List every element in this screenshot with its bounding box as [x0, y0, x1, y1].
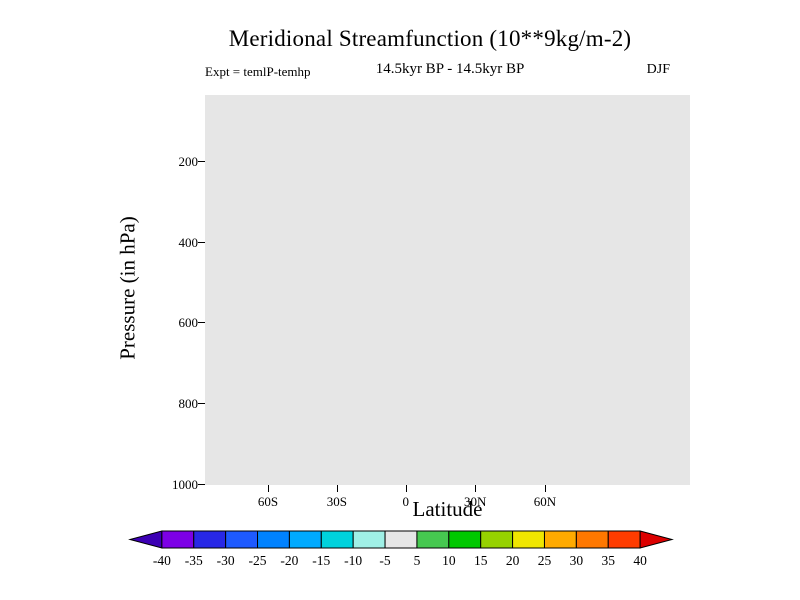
- colorbar-segment: [480, 530, 514, 549]
- colorbar-tick-label: -35: [185, 553, 203, 568]
- x-tick-label: 30N: [463, 494, 487, 509]
- colorbar-tick-label: 30: [570, 553, 584, 568]
- x-tick-label: 60N: [533, 494, 557, 509]
- colorbar-segment: [543, 530, 577, 549]
- colorbar-segment: [161, 530, 195, 549]
- colorbar-tick-label: -30: [217, 553, 235, 568]
- colorbar-segment: [639, 530, 674, 549]
- y-tick-mark: [198, 241, 205, 243]
- colorbar: -40 -35 -30 -25 -20 -15 -10 -5 5 10 15 20 25 30 35 40: [128, 530, 674, 568]
- y-axis-title: Pressure (in hPa): [115, 216, 140, 360]
- colorbar-tick-label: 40: [633, 553, 647, 568]
- y-tick-label: 200: [178, 154, 199, 170]
- colorbar-segment: [320, 530, 354, 549]
- x-tick-label: 30S: [326, 494, 348, 509]
- colorbar-segment: [257, 530, 290, 549]
- colorbar-segment: [607, 530, 641, 549]
- plot-area: [205, 95, 690, 485]
- x-tick-label: 0: [402, 494, 410, 509]
- colorbar-tick-label: -40: [153, 553, 171, 568]
- y-tick-label: 400: [178, 234, 199, 250]
- y-tick-mark: [198, 322, 205, 324]
- x-tick-mark: [544, 485, 546, 492]
- chart-title: Meridional Streamfunction (10**9kg/m-2): [228, 26, 632, 51]
- colorbar-segment: [448, 530, 482, 549]
- y-tick-mark: [198, 161, 205, 163]
- y-tick-label: 800: [178, 395, 199, 411]
- colorbar-segment: [193, 530, 227, 549]
- colorbar-tick-label: 5: [414, 553, 421, 568]
- colorbar-tick-label: 25: [538, 553, 552, 568]
- y-tick-mark: [198, 402, 205, 404]
- colorbar-segment: [352, 530, 386, 549]
- colorbar-segment: [384, 530, 418, 549]
- season-label: DJF: [646, 62, 670, 77]
- x-axis-title: Latitude: [412, 497, 483, 521]
- colorbar-tick-label: -15: [312, 553, 330, 568]
- colorbar-segment: [128, 530, 163, 549]
- colorbar-tick-label: -20: [280, 553, 298, 568]
- colorbar-tick-label: 35: [601, 553, 615, 568]
- y-tick-mark: [198, 484, 205, 485]
- colorbar-segment: [416, 530, 450, 549]
- period-label: 14.5kyr BP - 14.5kyr BP: [375, 61, 525, 77]
- colorbar-segment: [575, 530, 609, 549]
- colorbar-segment: [288, 530, 322, 549]
- x-tick-mark: [336, 485, 338, 492]
- experiment-label: Expt = temlP-temhp: [205, 64, 311, 79]
- x-tick-mark: [475, 485, 477, 492]
- x-tick-label: 60S: [257, 494, 279, 509]
- colorbar-segment: [225, 530, 259, 549]
- colorbar-tick-label: 15: [474, 553, 488, 568]
- x-tick-mark: [268, 485, 270, 492]
- colorbar-tick-label: -25: [249, 553, 267, 568]
- x-tick-mark: [405, 485, 407, 492]
- colorbar-tick-label: -5: [379, 553, 390, 568]
- colorbar-tick-label: 20: [506, 553, 520, 568]
- colorbar-segment: [512, 530, 545, 549]
- y-tick-label: 600: [178, 315, 199, 331]
- y-tick-label: 1000: [172, 477, 198, 492]
- colorbar-tick-label: -10: [344, 553, 362, 568]
- colorbar-tick-label: 10: [442, 553, 456, 568]
